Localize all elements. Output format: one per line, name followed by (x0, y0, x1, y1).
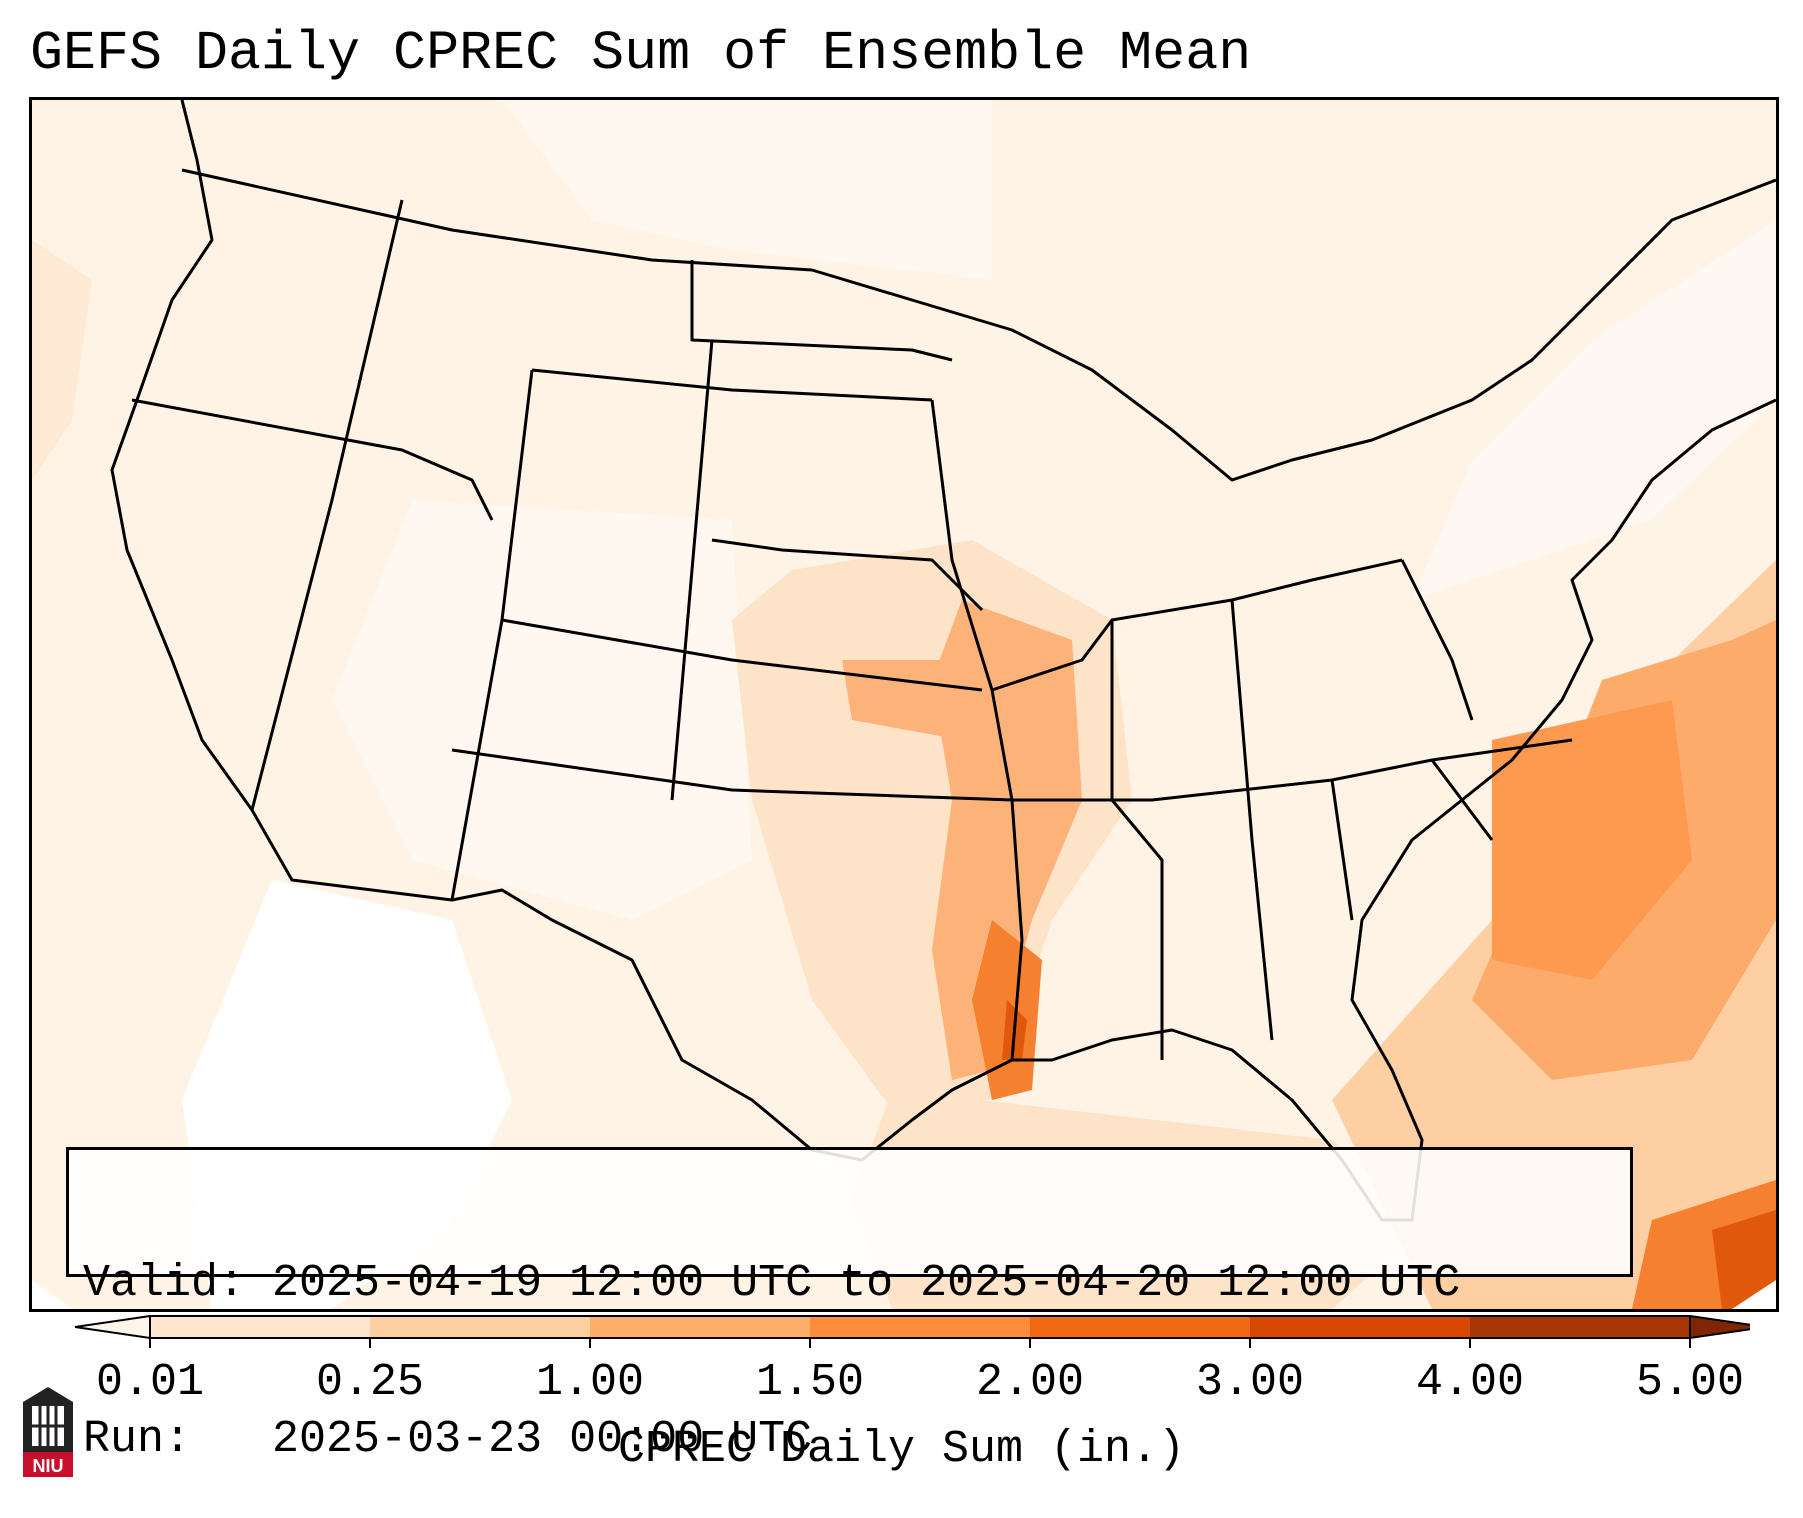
run-label: Run: (83, 1414, 192, 1465)
valid-run-info-box: Valid: 2025-04-19 12:00 UTC to 2025-04-2… (66, 1147, 1633, 1465)
colorbar-under-arrow (74, 1314, 151, 1340)
run-value: 2025-03-23 00:00 UTC (272, 1414, 813, 1465)
colorbar-segment (370, 1316, 590, 1338)
colorbar-tick-label: 0.25 (315, 1357, 425, 1408)
colorbar-label: CPREC Daily Sum (in.) (617, 1424, 1186, 1475)
niu-logo-icon: NIU (23, 1387, 73, 1477)
colorbar-tick-label: 3.00 (1195, 1357, 1305, 1408)
colorbar (74, 1314, 1750, 1348)
colorbar-segment (1250, 1316, 1470, 1338)
colorbar-segment (150, 1316, 370, 1338)
colorbar-tick-label: 5.00 (1635, 1357, 1745, 1408)
colorbar-tick-label: 1.00 (535, 1357, 645, 1408)
colorbar-tick-label: 2.00 (975, 1357, 1085, 1408)
valid-label: Valid: (83, 1258, 246, 1309)
colorbar-segment (1030, 1316, 1250, 1338)
map-title: GEFS Daily CPREC Sum of Ensemble Mean (30, 22, 1252, 85)
colorbar-outline (149, 1315, 1691, 1339)
valid-value: 2025-04-19 12:00 UTC to 2025-04-20 12:00… (272, 1258, 1461, 1309)
colorbar-tick-label: 1.50 (755, 1357, 865, 1408)
colorbar-segment (1470, 1316, 1690, 1338)
run-row: Run: 2025-03-23 00:00 UTC (83, 1414, 1630, 1466)
map-canvas (32, 100, 1776, 1309)
logo-text: NIU (33, 1456, 64, 1476)
precipitation-map (29, 97, 1779, 1312)
colorbar-segment (590, 1316, 810, 1338)
colorbar-tick-label: 4.00 (1415, 1357, 1525, 1408)
valid-row: Valid: 2025-04-19 12:00 UTC to 2025-04-2… (83, 1258, 1630, 1310)
colorbar-segment (810, 1316, 1030, 1338)
colorbar-tick-label: 0.01 (95, 1357, 205, 1408)
colorbar-over-arrow (1689, 1314, 1750, 1340)
